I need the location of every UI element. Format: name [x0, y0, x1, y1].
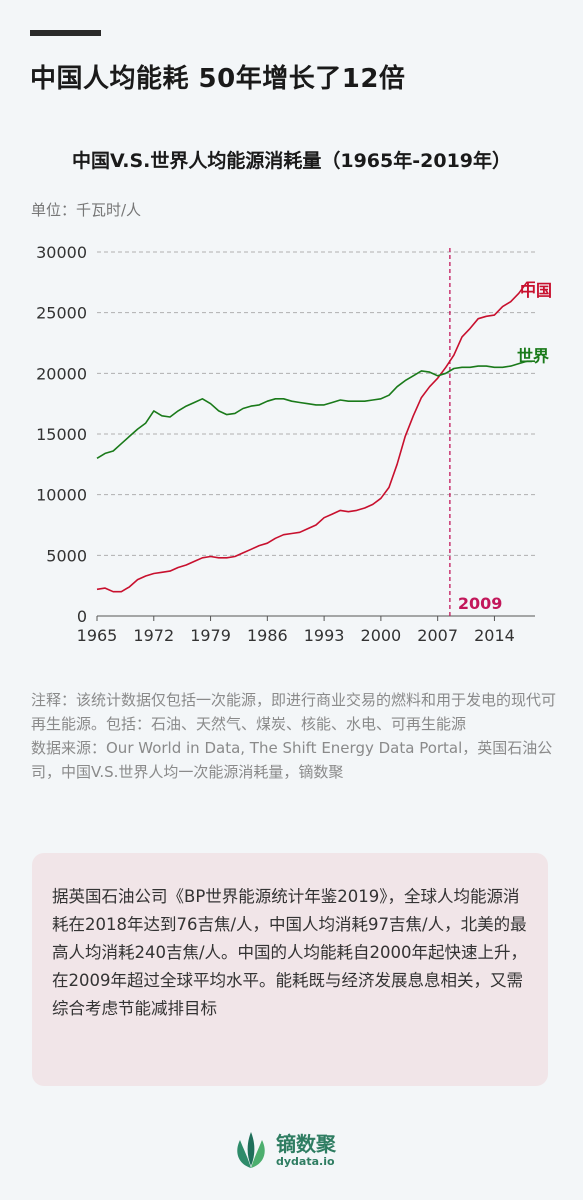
- chart-title: 中国V.S.世界人均能源消耗量（1965年-2019年）: [71, 150, 512, 172]
- x-tick-label: 1979: [190, 626, 231, 645]
- logo-name: 镝数聚: [276, 1132, 336, 1156]
- y-tick-label: 0: [77, 607, 87, 626]
- annotation-label-2009: 2009: [458, 594, 503, 613]
- x-tick-label: 2007: [417, 626, 458, 645]
- headline: 中国人均能耗 50年增长了12倍: [30, 64, 406, 94]
- y-tick-label: 10000: [36, 486, 87, 505]
- brand-logo: 镝数聚 dydata.io: [232, 1128, 352, 1174]
- leaf-logo-icon: [237, 1132, 265, 1168]
- summary-text: 据英国石油公司《BP世界能源统计年鉴2019》，全球人均能源消耗在2018年达到…: [52, 887, 528, 1018]
- x-tick-label: 2000: [361, 626, 402, 645]
- y-tick-label: 25000: [36, 304, 87, 323]
- summary-box: 据英国石油公司《BP世界能源统计年鉴2019》，全球人均能源消耗在2018年达到…: [32, 853, 548, 1086]
- series-line-china: [96, 281, 535, 593]
- logo-url: dydata.io: [276, 1155, 335, 1168]
- x-tick-label: 1993: [304, 626, 345, 645]
- source-text: 数据来源：Our World in Data, The Shift Energy…: [31, 739, 553, 781]
- top-accent-bar: [30, 30, 101, 36]
- series-label-china: 中国: [520, 281, 552, 300]
- y-tick-label: 30000: [36, 243, 87, 262]
- y-tick-label: 5000: [46, 546, 87, 565]
- notes-text: 注释：该统计数据仅包括一次能源，即进行商业交易的燃料和用于发电的现代可再生能源。…: [31, 691, 557, 733]
- notes: 注释：该统计数据仅包括一次能源，即进行商业交易的燃料和用于发电的现代可再生能源。…: [31, 688, 556, 784]
- x-tick-label: 2014: [474, 626, 515, 645]
- line-chart: 0 5000 10000 15000 20000 25000 30000 1965 1972 19…: [36, 243, 552, 645]
- unit-label: 单位：千瓦时/人: [31, 201, 142, 219]
- series-line-world: [96, 360, 535, 459]
- x-tick-label: 1972: [133, 626, 174, 645]
- y-tick-label: 20000: [36, 364, 87, 383]
- y-tick-label: 15000: [36, 425, 87, 444]
- series-label-world: 世界: [517, 347, 549, 366]
- x-tick-label: 1965: [77, 626, 118, 645]
- x-tick-label: 1986: [247, 626, 288, 645]
